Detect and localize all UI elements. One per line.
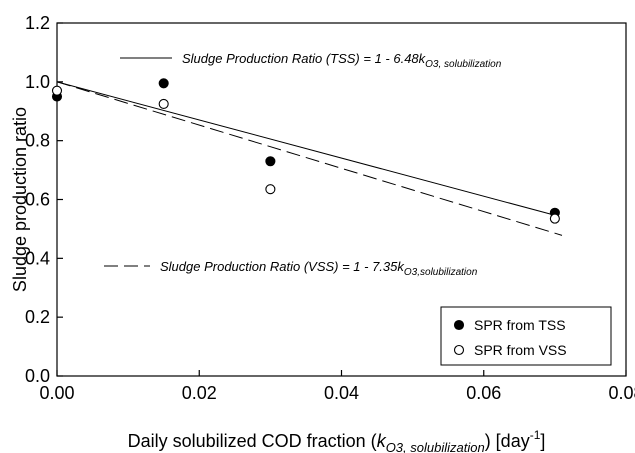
equation-label: Sludge Production Ratio (TSS) = 1 - 6.48… <box>182 51 502 70</box>
fit-line-vss <box>56 81 563 236</box>
x-tick-label: 0.06 <box>466 383 501 403</box>
legend-marker <box>453 344 465 356</box>
equation-label: Sludge Production Ratio (VSS) = 1 - 7.35… <box>160 259 478 278</box>
x-tick-label: 0.02 <box>182 383 217 403</box>
x-axis-title-sub: O3, solubilization <box>386 440 485 453</box>
y-tick-label: 0.4 <box>25 248 50 268</box>
equation-sub: O3,solubilization <box>404 267 478 278</box>
x-tick-label: 0.00 <box>39 383 74 403</box>
equation-main: Sludge Production Ratio (VSS) = 1 - 7.35 <box>160 259 398 274</box>
fit-line-tss <box>56 81 556 216</box>
legend-label: SPR from VSS <box>474 342 567 358</box>
vss-point <box>265 184 276 195</box>
tss-point <box>265 156 276 167</box>
y-tick-label: 0.2 <box>25 307 50 327</box>
equation-main: Sludge Production Ratio (TSS) = 1 - 6.48 <box>182 51 419 66</box>
x-axis-title-end: ] <box>540 431 545 451</box>
tss-point <box>158 78 169 89</box>
x-tick-label: 0.08 <box>608 383 635 403</box>
legend-box <box>440 306 612 366</box>
labels: Daily solubilized COD fraction (kO3, sol… <box>10 51 545 453</box>
y-tick-label: 1.2 <box>25 13 50 33</box>
legend-marker <box>453 319 465 331</box>
equation-var: k <box>419 51 427 66</box>
y-tick-label: 0.6 <box>25 190 50 210</box>
fit-lines <box>56 81 563 236</box>
y-tick-label: 0.8 <box>25 131 50 151</box>
vss-point <box>158 98 169 109</box>
x-axis-title-suffix: ) [day <box>485 431 530 451</box>
data-points <box>51 78 560 224</box>
x-axis-title-prefix: Daily solubilized COD fraction ( <box>128 431 377 451</box>
x-axis-title-sup: -1 <box>530 428 541 442</box>
vss-point <box>549 213 560 224</box>
y-tick-label: 0.0 <box>25 366 50 386</box>
x-tick-label: 0.04 <box>324 383 359 403</box>
equation-var: k <box>397 259 405 274</box>
x-axis-title: Daily solubilized COD fraction (kO3, sol… <box>128 428 546 453</box>
vss-point <box>51 85 63 96</box>
equation-sub: O3, solubilization <box>425 59 502 70</box>
axes: 0.00 0.02 0.04 0.06 0.08 0.0 0.2 0.4 0.6 0.8 1.0 1.… <box>25 13 635 403</box>
legend-label: SPR from TSS <box>474 317 566 333</box>
y-tick-label: 1.0 <box>25 72 50 92</box>
x-axis-title-var: k <box>377 431 387 451</box>
legend: SPR from TSS SPR from VSS <box>440 306 612 366</box>
y-axis-title: Sludge production ratio <box>10 107 30 292</box>
